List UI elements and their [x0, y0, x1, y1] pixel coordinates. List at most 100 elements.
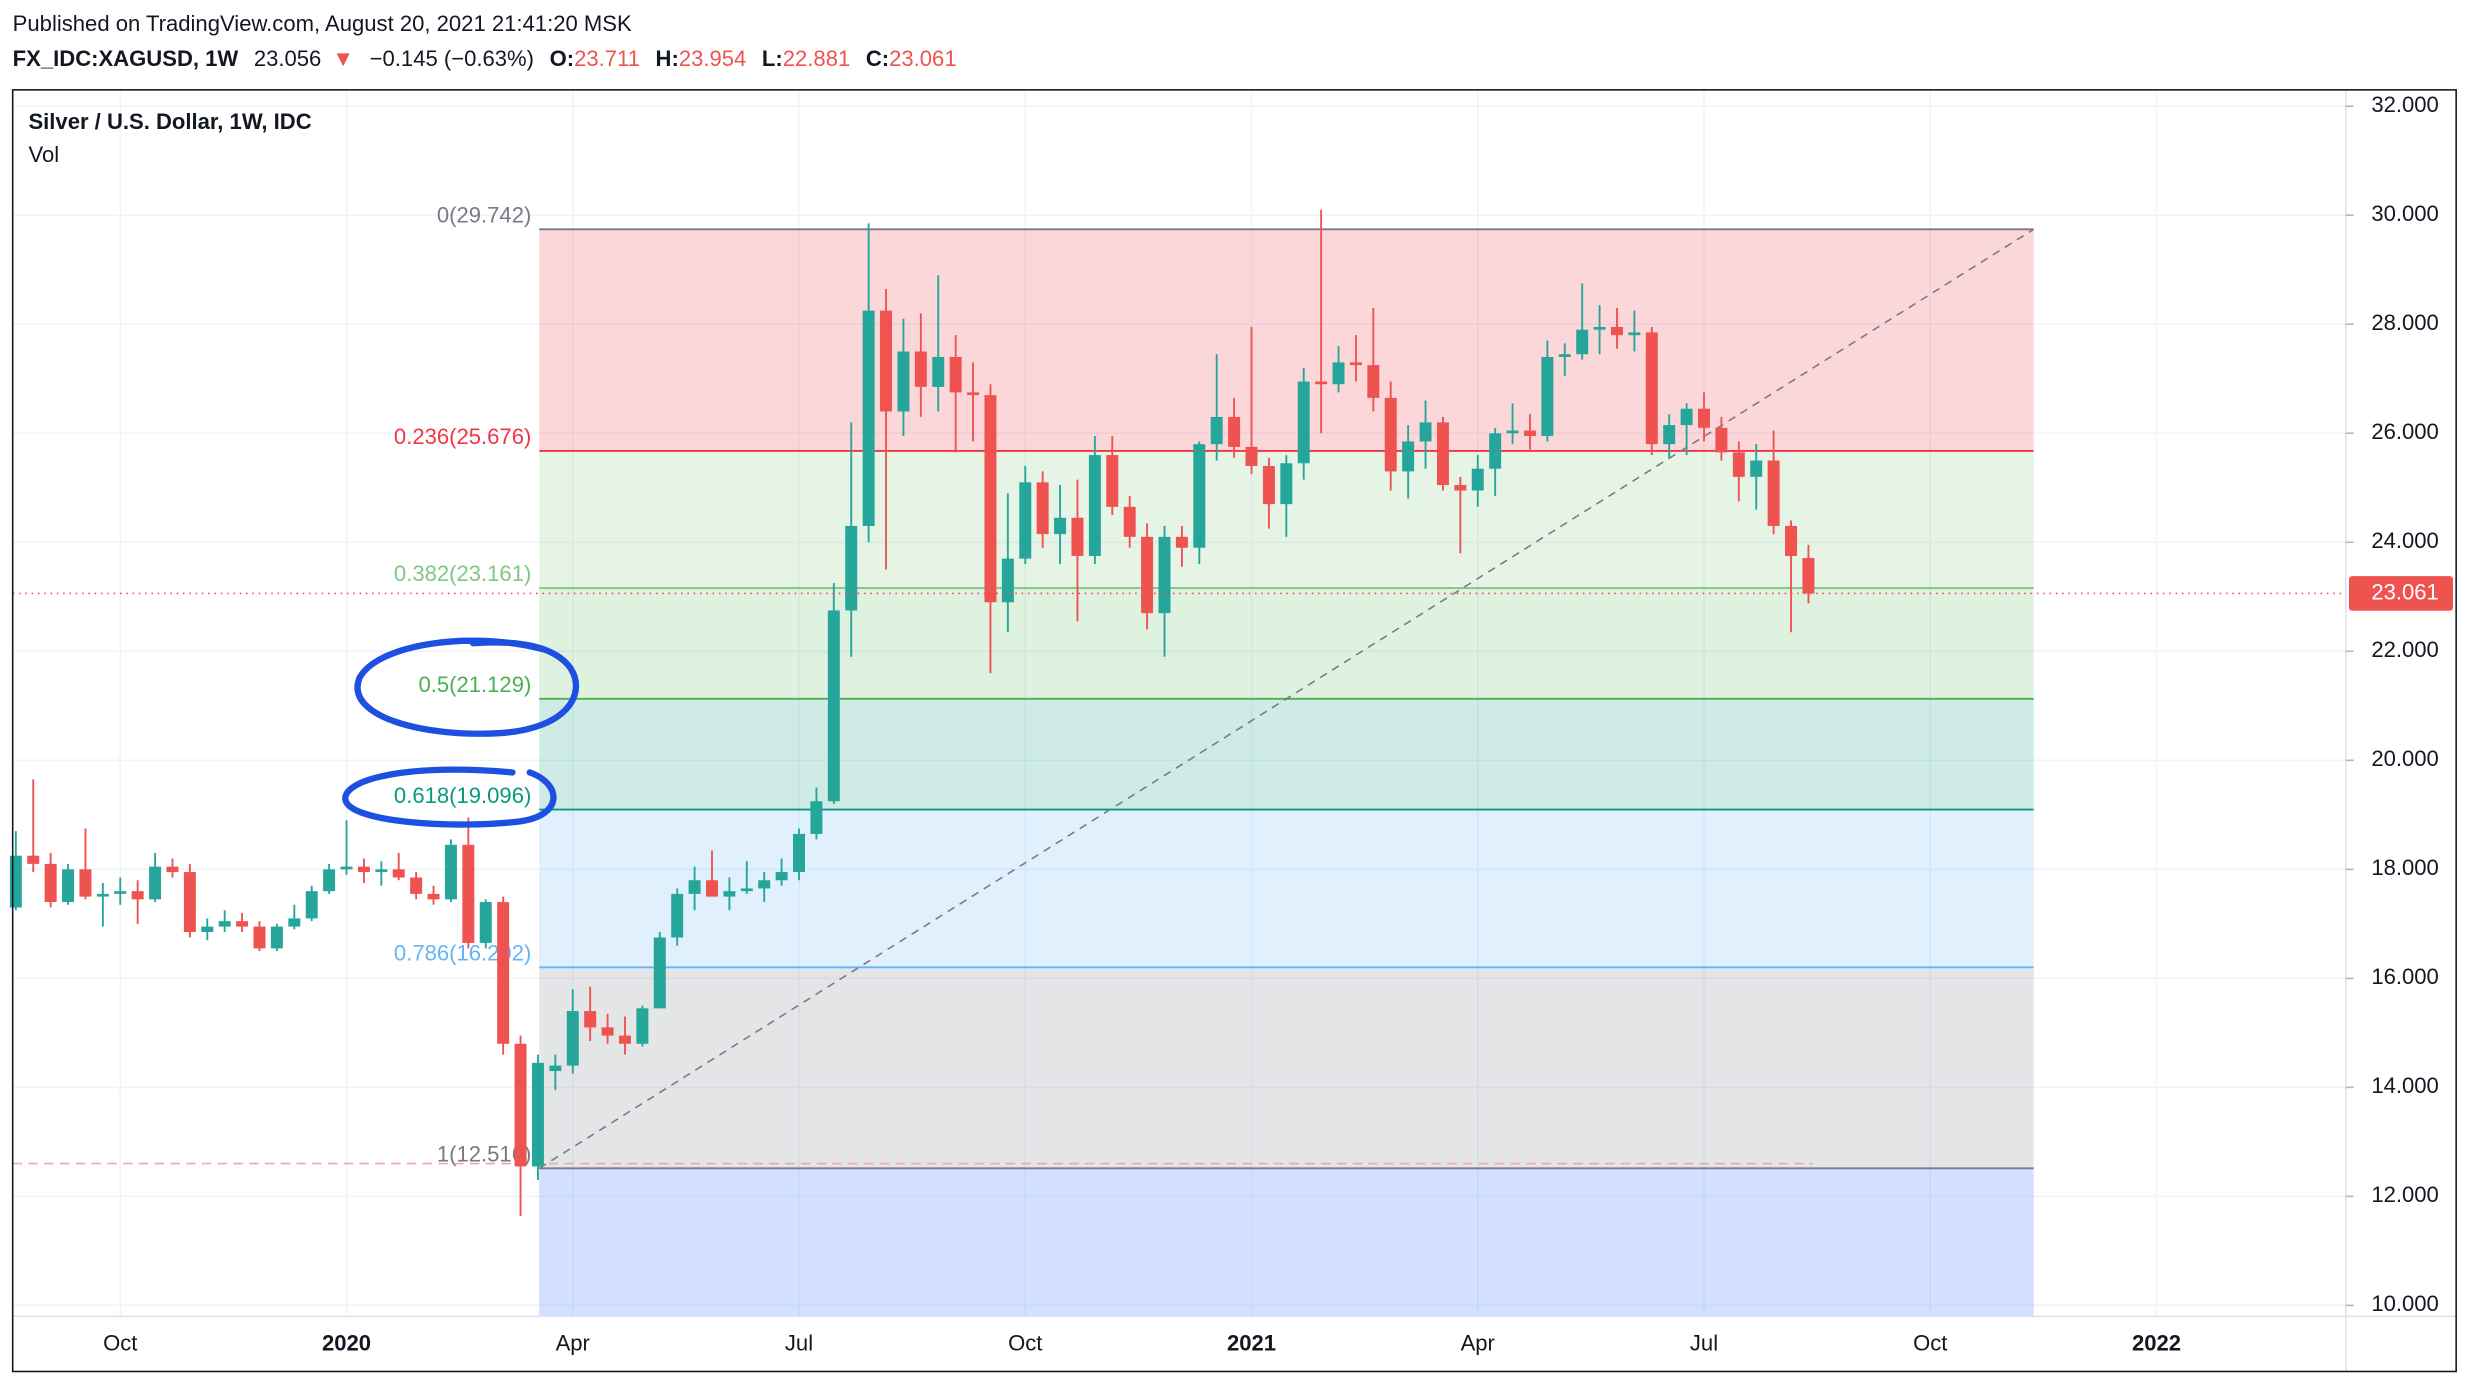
candle-body [1332, 362, 1345, 385]
candle-body [932, 356, 945, 387]
candle-body [1698, 408, 1711, 428]
candle-body [375, 869, 388, 873]
candle-body [1175, 536, 1188, 548]
candle-body [1663, 425, 1676, 445]
candle-body [1036, 482, 1049, 535]
candle-body [1419, 422, 1432, 442]
x-tick-label: 2020 [322, 1331, 371, 1356]
fib-label: 0.5(21.129) [418, 672, 531, 697]
fibonacci-retracement: 0(29.742) 0.236(25.676) 0.382(23.161) 0.5(2… [12, 203, 2035, 1317]
change: −0.145 (−0.63%) [370, 46, 534, 71]
candle-body [880, 310, 893, 412]
candle-body [1158, 536, 1171, 614]
ohlc-value: 23.711 [574, 46, 640, 71]
candle-body [357, 866, 370, 873]
candle-body [410, 877, 423, 894]
change-arrow: ▼ [332, 46, 354, 71]
y-tick-label: 12.000 [2371, 1182, 2438, 1207]
candle-body [584, 1011, 597, 1028]
candle-body [1071, 517, 1084, 556]
y-tick-label: 18.000 [2371, 855, 2438, 880]
fib-zone [539, 588, 2034, 699]
candle-body [9, 855, 22, 908]
candle-body [1611, 326, 1623, 336]
candle-body [1019, 482, 1032, 559]
chart-frame [11, 89, 2457, 1373]
candle-body [1123, 506, 1136, 537]
candle-body [149, 866, 162, 900]
candle-body [706, 880, 718, 897]
candle-body [758, 880, 771, 889]
candle-body [1436, 422, 1449, 486]
candle-body [1228, 416, 1241, 447]
published-note: Published on TradingView.com, August 20,… [13, 11, 632, 36]
candle-body [1297, 381, 1310, 464]
candle-body [1349, 362, 1362, 366]
candle-body [44, 863, 57, 903]
y-tick-label: 10.000 [2371, 1291, 2438, 1316]
candle-body [671, 893, 684, 938]
ohlc-key: H: [656, 46, 679, 71]
candle-body [1454, 485, 1467, 491]
candle-body [1802, 558, 1815, 594]
candle-body [1001, 558, 1014, 603]
candle-body [914, 351, 927, 387]
fib-zone [539, 229, 2034, 451]
fib-label: 0.382(23.161) [394, 561, 531, 586]
candle-body [566, 1011, 579, 1066]
candle-body [862, 310, 875, 526]
candle-body [1715, 427, 1728, 453]
candle-body [827, 610, 840, 802]
fib-zone [539, 1168, 2034, 1317]
candle-body [1680, 408, 1693, 426]
candle-body [897, 351, 910, 412]
candle-body [462, 844, 475, 943]
candle-body [1106, 455, 1119, 507]
axes: 10.000 12.000 14.000 16.000 18.000 20.000 22.0… [12, 89, 2457, 1372]
y-tick-label: 28.000 [2371, 310, 2438, 335]
candle-body [288, 918, 301, 927]
x-tick-label: Oct [103, 1331, 137, 1356]
fib-zone [539, 809, 2034, 968]
x-tick-label: 2022 [2132, 1331, 2181, 1356]
symbol: FX_IDC:XAGUSD, 1W [13, 46, 239, 71]
candle-body [79, 869, 92, 897]
candle-body [1210, 416, 1223, 445]
candle-body [1558, 354, 1571, 357]
candle-body [845, 525, 858, 611]
candle-body [723, 891, 736, 897]
candle-body [514, 1043, 527, 1167]
candle-body [740, 888, 753, 892]
candle-body [1750, 460, 1763, 477]
ohlc-key: O: [550, 46, 575, 71]
candle-body [392, 869, 405, 878]
candle-body [323, 869, 336, 892]
fib-trend-line [538, 228, 2035, 1169]
x-tick-label: Apr [556, 1331, 590, 1356]
candle-body [218, 921, 231, 927]
candle-body [653, 937, 666, 1009]
candle-body [531, 1062, 544, 1167]
candle-body [253, 926, 266, 949]
candle-body [636, 1008, 649, 1044]
annotation-circle [354, 637, 580, 737]
legend-title: Silver / U.S. Dollar, 1W, IDC [28, 109, 311, 134]
candle-body [270, 926, 283, 949]
x-tick-label: Jul [1690, 1331, 1718, 1356]
fib-label: 0(29.742) [437, 203, 531, 228]
ohlc-value: 23.061 [889, 46, 956, 71]
last-price-label: 23.061 [2371, 579, 2438, 604]
candle-body [1506, 430, 1519, 434]
candle-body [1645, 332, 1658, 445]
fib-label: 0.618(19.096) [394, 783, 531, 808]
candle-body [1054, 517, 1067, 535]
candle-body [1523, 430, 1536, 436]
candle-body [1628, 332, 1641, 336]
candle-body [1384, 397, 1397, 472]
fib-zone [539, 967, 2034, 1169]
candle-body [1767, 460, 1780, 526]
candle-body [1576, 329, 1589, 355]
candle-body [949, 356, 962, 393]
last-price-tag [2348, 576, 2454, 611]
